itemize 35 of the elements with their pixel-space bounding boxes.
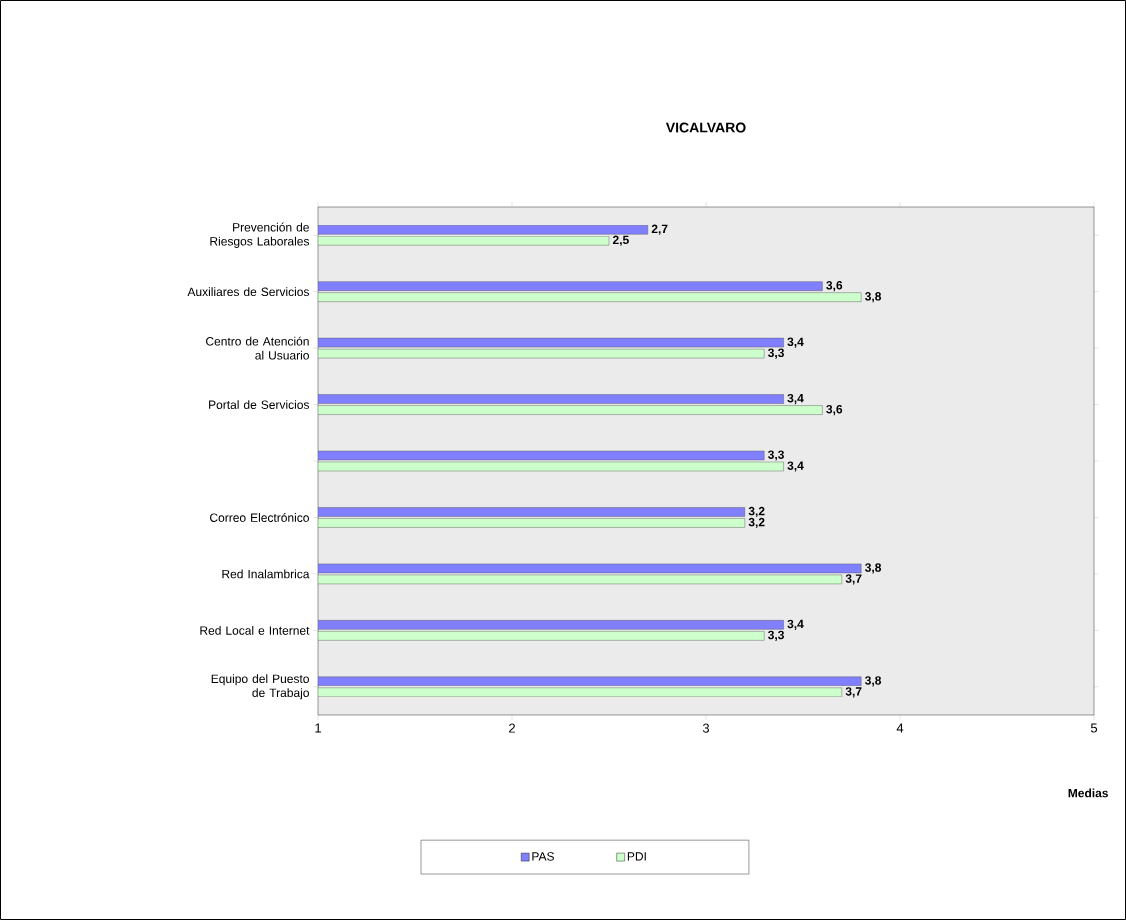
data-label: 2,5 <box>612 235 629 246</box>
data-label: 3,4 <box>787 461 804 472</box>
y-tick-label: Auxiliares de Servicios <box>187 287 310 297</box>
legend-label: PAS <box>532 852 554 861</box>
y-tick-label: Centro de Atención al Usuario <box>206 336 309 360</box>
data-label: 2,7 <box>651 224 668 235</box>
x-axis-title: Medias <box>1068 788 1108 798</box>
y-tick-label: Equipo del Puesto de Trabajo <box>211 674 309 700</box>
y-tick-label: Red Inalambrica <box>222 569 310 579</box>
x-tick-label: 3 <box>702 723 710 733</box>
data-label: 3,2 <box>748 506 765 518</box>
data-label: 3,7 <box>845 574 862 585</box>
x-tick-label: 1 <box>315 723 321 733</box>
chart-title: VICALVARO <box>665 122 746 133</box>
y-tick-label: Correo Electrónico <box>210 512 309 522</box>
data-label: 3,8 <box>865 292 882 303</box>
data-label: 3,3 <box>768 630 784 641</box>
data-label: 3,7 <box>845 687 862 698</box>
data-label: 3,6 <box>826 281 843 292</box>
y-tick-label: Red Local e Internet <box>200 625 310 635</box>
data-label: 3,4 <box>787 337 804 348</box>
data-label: 3,3 <box>768 450 784 461</box>
data-label: 3,8 <box>865 676 882 687</box>
data-label: 3,3 <box>768 348 784 359</box>
data-label: 3,6 <box>826 404 843 416</box>
data-label: 3,4 <box>787 619 804 630</box>
y-tick-label: Prevención de Riesgos Laborales <box>210 222 310 248</box>
data-label: 3,4 <box>787 393 804 405</box>
data-label: 3,8 <box>865 563 882 574</box>
x-tick-label: 4 <box>896 723 904 733</box>
x-tick-label: 2 <box>509 723 515 733</box>
y-tick-label: Portal de Servicios <box>209 400 310 409</box>
data-label: 3,2 <box>748 517 765 529</box>
legend-label: PDI <box>627 852 646 861</box>
x-tick-label: 5 <box>1090 723 1098 733</box>
